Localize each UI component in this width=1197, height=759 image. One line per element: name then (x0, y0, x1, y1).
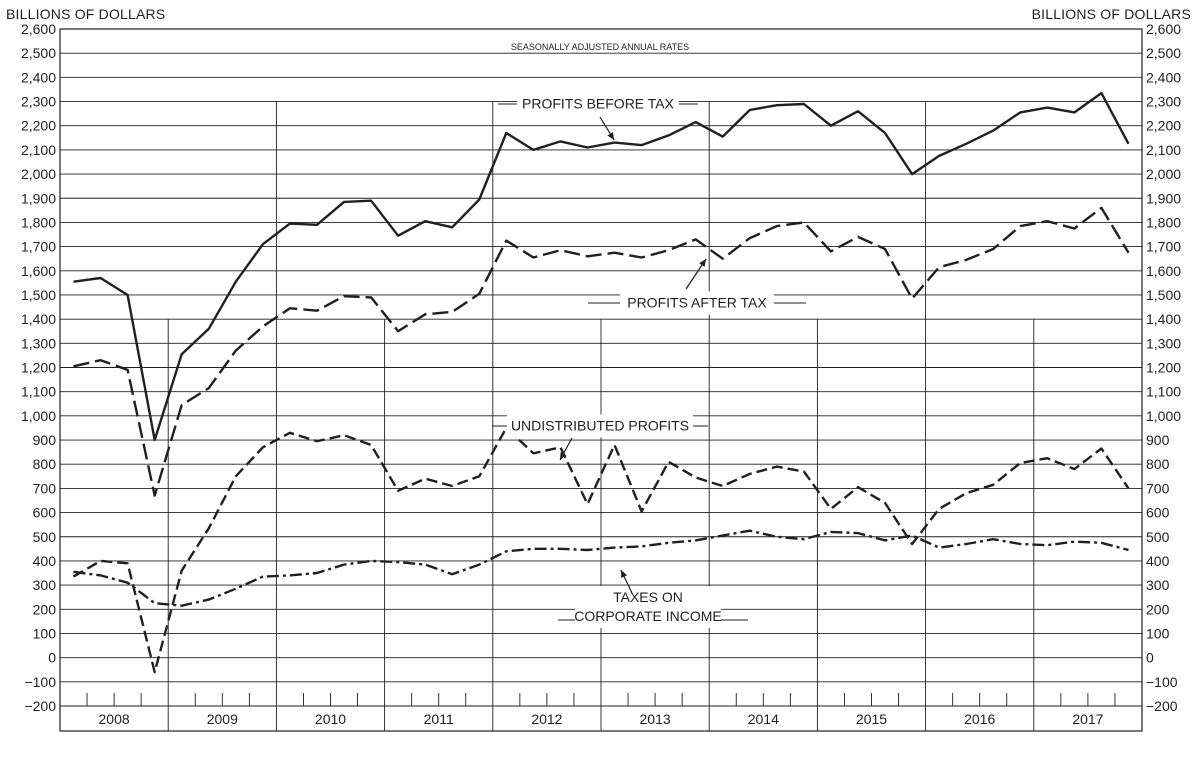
x-year-label: 2015 (856, 711, 887, 727)
y-tick-label-left: 2,100 (21, 142, 56, 158)
x-year-label: 2016 (964, 711, 995, 727)
y-tick-label-right: 900 (1146, 432, 1170, 448)
y-tick-label-right: 0 (1146, 650, 1154, 666)
y-tick-label-right: 2,100 (1146, 142, 1181, 158)
y-tick-label-left: 600 (33, 505, 57, 521)
y-tick-label-right: 1,300 (1146, 335, 1181, 351)
y-tick-label-left: 2,000 (21, 166, 56, 182)
y-tick-label-right: 400 (1146, 553, 1170, 569)
annotation-1: PROFITS BEFORE TAX (498, 92, 698, 141)
annotation-backdrop (620, 291, 774, 315)
y-tick-label-right: 2,000 (1146, 166, 1181, 182)
y-tick-label-right: 1,400 (1146, 311, 1181, 327)
y-tick-label-left: 500 (33, 529, 57, 545)
annotation-label: PROFITS BEFORE TAX (522, 96, 675, 112)
y-tick-label-left: 800 (33, 456, 57, 472)
y-tick-label-left: 1,700 (21, 239, 56, 255)
y-tick-label-left: 700 (33, 480, 57, 496)
x-axis: 2008 2009 2010 2011 2012 2013 2014 2015 2016 2017 (60, 693, 1142, 727)
y-tick-label-left: 1,800 (21, 214, 56, 230)
y-tick-label-right: 1,600 (1146, 263, 1181, 279)
annotation-4: TAXES ON CORPORATE INCOME (558, 569, 748, 628)
left-axis-unit-label: BILLIONS OF DOLLARS (6, 6, 166, 22)
x-year-label: 2009 (207, 711, 238, 727)
y-tick-label-left: 2,300 (21, 94, 56, 110)
y-tick-label-right: 2,400 (1146, 69, 1181, 85)
series-line-profits-before-tax (73, 91, 1130, 442)
y-tick-label-left: 300 (33, 577, 57, 593)
annotation-3: UNDISTRIBUTED PROFITS (492, 414, 708, 461)
y-tick-label-left: 400 (33, 553, 57, 569)
y-tick-label-right: 2,300 (1146, 94, 1181, 110)
series-line-profits-after-tax (73, 206, 1130, 497)
y-tick-label-left: 1,000 (21, 408, 56, 424)
y-tick-label-right: 1,700 (1146, 239, 1181, 255)
y-tick-label-right: 200 (1146, 601, 1170, 617)
y-tick-label-left: 100 (33, 625, 57, 641)
y-tick-label-right: 700 (1146, 480, 1170, 496)
y-tick-label-left: −200 (24, 698, 56, 714)
y-tick-label-right: 1,500 (1146, 287, 1181, 303)
annotation-label: PROFITS AFTER TAX (627, 295, 767, 311)
y-axis-tick-labels: −200 −200 −100 −100 0 0 100 100 200 200 300 300 400 4… (21, 21, 1181, 714)
y-tick-label-left: 1,200 (21, 360, 56, 376)
y-tick-label-right: 2,500 (1146, 45, 1181, 61)
series-lines (72, 91, 1130, 674)
x-year-label: 2011 (424, 711, 454, 727)
series-line-undistributed-profits (72, 426, 1130, 674)
y-tick-label-left: 2,500 (21, 45, 56, 61)
annotation-label: TAXES ON (613, 589, 683, 605)
y-tick-label-left: 0 (48, 650, 56, 666)
y-tick-label-left: 2,600 (21, 21, 56, 37)
x-year-label: 2010 (315, 711, 346, 727)
y-tick-label-right: 100 (1146, 625, 1170, 641)
y-tick-label-left: 2,400 (21, 69, 56, 85)
y-tick-label-right: 800 (1146, 456, 1170, 472)
x-year-label: 2013 (640, 711, 671, 727)
x-year-label: 2012 (531, 711, 562, 727)
x-year-label: 2008 (99, 711, 130, 727)
right-axis-unit-label: BILLIONS OF DOLLARS (1031, 6, 1191, 22)
y-tick-label-right: 2,600 (1146, 21, 1181, 37)
arrow-head-icon (621, 570, 628, 578)
annotation-backdrop (517, 92, 679, 116)
y-tick-label-right: 500 (1146, 529, 1170, 545)
gridlines (60, 28, 1142, 731)
y-tick-label-right: 1,900 (1146, 190, 1181, 206)
y-tick-label-left: 1,600 (21, 263, 56, 279)
y-tick-label-right: 1,100 (1146, 384, 1181, 400)
y-tick-label-left: 1,900 (21, 190, 56, 206)
arrow-head-icon (607, 132, 614, 140)
x-year-label: 2014 (748, 711, 779, 727)
y-tick-label-left: 1,300 (21, 335, 56, 351)
y-tick-label-right: 2,200 (1146, 118, 1181, 134)
series-line-taxes-on-corporate-income (73, 529, 1129, 607)
annotation-backdrop (506, 414, 694, 438)
annotation-label: CORPORATE INCOME (574, 608, 722, 624)
x-year-label: 2017 (1072, 711, 1103, 727)
chart-subtitle: SEASONALLY ADJUSTED ANNUAL RATES (511, 42, 689, 52)
annotation-label: UNDISTRIBUTED PROFITS (511, 418, 689, 434)
y-tick-label-right: 1,000 (1146, 408, 1181, 424)
y-tick-label-left: −100 (24, 674, 56, 690)
y-tick-label-right: 600 (1146, 505, 1170, 521)
annotations: PROFITS BEFORE TAX PROFITS AFTER TAX UNDIS… (492, 92, 806, 628)
y-tick-label-right: 1,200 (1146, 360, 1181, 376)
y-tick-label-left: 2,200 (21, 118, 56, 134)
y-tick-label-right: 300 (1146, 577, 1170, 593)
y-tick-label-left: 1,100 (21, 384, 56, 400)
y-tick-label-left: 1,500 (21, 287, 56, 303)
annotation-backdrop (575, 586, 721, 628)
y-tick-label-left: 1,400 (21, 311, 56, 327)
arrow-head-icon (560, 452, 567, 460)
y-tick-label-right: 1,800 (1146, 214, 1181, 230)
y-tick-label-left: 900 (33, 432, 57, 448)
arrow-head-icon (699, 259, 706, 267)
y-tick-label-left: 200 (33, 601, 57, 617)
annotation-2: PROFITS AFTER TAX (588, 258, 806, 315)
y-tick-label-right: −200 (1146, 698, 1178, 714)
plot-frame (59, 28, 1143, 732)
y-tick-label-right: −100 (1146, 674, 1178, 690)
